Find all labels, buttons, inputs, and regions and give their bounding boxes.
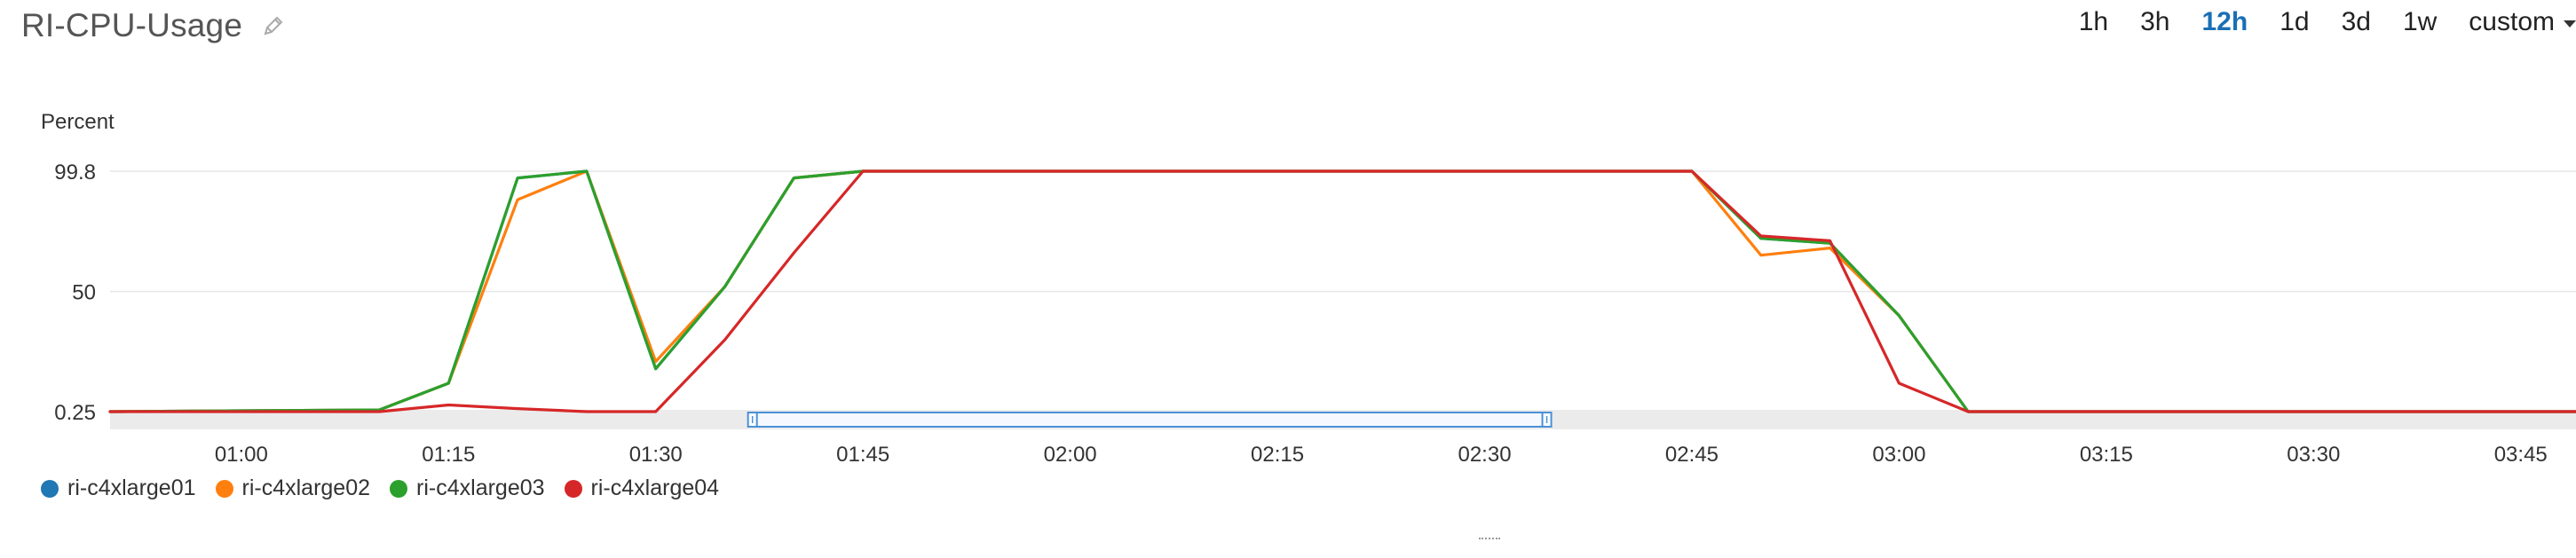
range-custom-dropdown[interactable]: custom xyxy=(2469,7,2576,37)
chart-legend: ri-c4xlarge01 ri-c4xlarge02 ri-c4xlarge0… xyxy=(41,475,739,501)
x-tick-label: 03:45 xyxy=(2494,443,2548,467)
range-1w[interactable]: 1w xyxy=(2402,7,2438,36)
x-tick-label: 01:45 xyxy=(836,443,889,467)
y-tick-label: 0.25 xyxy=(54,401,96,425)
legend-swatch xyxy=(215,479,233,498)
legend-label: ri-c4xlarge03 xyxy=(416,475,545,500)
range-12h[interactable]: 12h xyxy=(2201,7,2248,36)
range-3h[interactable]: 3h xyxy=(2140,7,2170,36)
widget-header: RI-CPU-Usage xyxy=(21,7,285,44)
y-tick-label: 50 xyxy=(72,281,96,305)
caret-down-icon xyxy=(2564,20,2576,28)
legend-swatch xyxy=(390,479,408,498)
x-tick-label: 02:45 xyxy=(1665,443,1719,467)
widget-title: RI-CPU-Usage xyxy=(21,7,243,43)
x-tick-label: 02:00 xyxy=(1044,443,1097,467)
x-tick-label: 02:15 xyxy=(1251,443,1304,467)
x-tick-label: 03:30 xyxy=(2287,443,2340,467)
range-1h[interactable]: 1h xyxy=(2078,7,2109,36)
time-brush-selection[interactable] xyxy=(751,412,1548,428)
x-tick-label: 03:15 xyxy=(2080,443,2133,467)
time-range-selector: 1h 3h 12h 1d 3d 1w custom xyxy=(2047,7,2576,37)
range-3d[interactable]: 3d xyxy=(2341,7,2371,36)
widget-resize-handle[interactable] xyxy=(1479,538,1500,541)
y-tick-label: 99.8 xyxy=(54,161,96,185)
x-tick-label: 01:00 xyxy=(215,443,268,467)
legend-item-ri-c4xlarge01[interactable]: ri-c4xlarge01 xyxy=(41,475,196,501)
legend-label: ri-c4xlarge04 xyxy=(590,475,720,500)
legend-swatch xyxy=(564,479,582,498)
x-tick-label: 01:30 xyxy=(629,443,683,467)
y-axis-label: Percent xyxy=(41,110,115,134)
legend-label: ri-c4xlarge01 xyxy=(67,475,196,500)
pencil-icon[interactable] xyxy=(262,14,285,37)
x-tick-label: 01:15 xyxy=(422,443,475,467)
range-1d[interactable]: 1d xyxy=(2280,7,2310,36)
x-tick-label: 03:00 xyxy=(1872,443,1925,467)
legend-label: ri-c4xlarge02 xyxy=(241,475,371,500)
series-line-ri-c4xlarge04 xyxy=(108,169,2576,413)
legend-swatch xyxy=(41,479,59,498)
series-line-ri-c4xlarge03 xyxy=(108,169,2576,413)
range-custom-label: custom xyxy=(2469,7,2555,36)
legend-item-ri-c4xlarge04[interactable]: ri-c4xlarge04 xyxy=(564,475,720,501)
legend-item-ri-c4xlarge03[interactable]: ri-c4xlarge03 xyxy=(390,475,545,501)
x-tick-label: 02:30 xyxy=(1458,443,1511,467)
legend-item-ri-c4xlarge02[interactable]: ri-c4xlarge02 xyxy=(215,475,371,501)
